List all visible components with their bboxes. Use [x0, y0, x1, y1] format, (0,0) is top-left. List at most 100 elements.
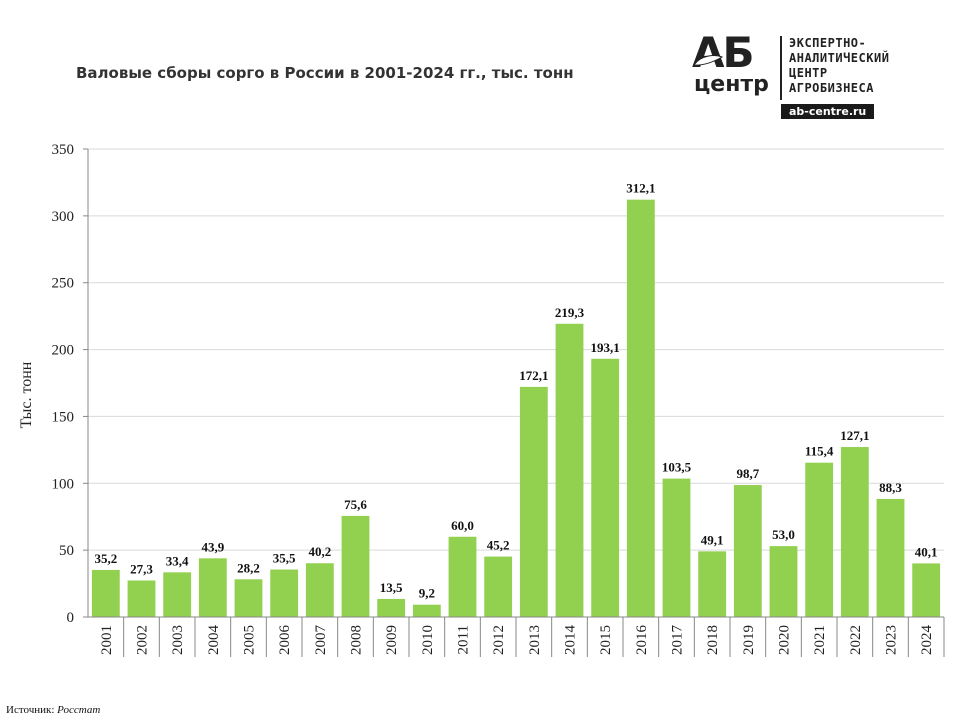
x-tick-label: 2010 — [420, 625, 436, 655]
data-label: 40,1 — [915, 544, 938, 559]
x-tick-label: 2008 — [349, 625, 365, 655]
bar — [876, 498, 905, 617]
x-tick-label: 2007 — [313, 625, 329, 656]
x-tick-label: 2018 — [705, 625, 721, 655]
bar — [91, 569, 120, 617]
x-tick-label: 2012 — [491, 625, 507, 655]
logo-mark: АБ центр — [690, 28, 778, 104]
bar — [662, 478, 691, 617]
x-tick-label: 2016 — [634, 625, 650, 656]
y-tick-label: 0 — [67, 610, 75, 626]
data-label: 98,7 — [736, 466, 759, 481]
axes — [83, 148, 945, 657]
data-label: 9,2 — [419, 586, 435, 601]
bar — [305, 563, 334, 617]
y-tick-label: 100 — [52, 476, 75, 492]
data-label: 33,4 — [166, 553, 189, 568]
bar — [769, 546, 798, 617]
bar — [484, 556, 513, 617]
y-tick-label: 350 — [52, 142, 75, 158]
x-tick-label: 2019 — [741, 625, 757, 655]
x-tick-label: 2003 — [170, 625, 186, 655]
source-label: Источник: — [6, 704, 55, 716]
bar — [198, 558, 227, 617]
data-label: 88,3 — [879, 480, 902, 495]
bar-chart: 0 50 100 150 200 250 300 350 2001 2002 2003 2004 20… — [18, 142, 945, 657]
y-tick-label: 200 — [52, 343, 75, 359]
x-tick-label: 2004 — [206, 625, 222, 656]
bar — [341, 515, 370, 617]
y-tick-label: 150 — [52, 409, 75, 425]
data-label: 13,5 — [380, 580, 403, 595]
x-tick-label: 2022 — [848, 625, 864, 655]
bar — [591, 358, 620, 617]
x-tick-label: 2017 — [670, 625, 686, 656]
x-tick-label: 2023 — [884, 625, 900, 655]
x-tick-label: 2015 — [598, 625, 614, 655]
data-label: 219,3 — [555, 305, 585, 320]
source-note: Источник: Росстат — [6, 704, 100, 716]
bar — [519, 386, 548, 617]
x-tick-label: 2009 — [384, 625, 400, 655]
bar — [840, 447, 869, 617]
data-label: 27,3 — [130, 561, 153, 576]
data-label: 43,9 — [201, 539, 224, 554]
bar — [698, 551, 727, 617]
bar — [377, 598, 406, 617]
logo-brand-top: АБ — [692, 28, 755, 77]
x-tick-label: 2024 — [919, 625, 935, 656]
bar — [234, 579, 263, 617]
bar — [733, 485, 762, 617]
ab-centre-logo: АБ центр ЭКСПЕРТНО- АНАЛИТИЧЕСКИЙ ЦЕНТР … — [690, 28, 940, 124]
data-label: 35,2 — [94, 551, 117, 566]
data-label: 127,1 — [840, 428, 869, 443]
y-tick-label: 50 — [59, 543, 74, 559]
bar — [805, 462, 834, 617]
data-label: 40,2 — [308, 544, 331, 559]
x-tick-label: 2013 — [527, 625, 543, 655]
data-label: 60,0 — [451, 518, 474, 533]
x-tick-label: 2002 — [135, 625, 151, 655]
data-label: 115,4 — [805, 444, 834, 459]
bar — [127, 580, 156, 617]
data-label: 53,0 — [772, 527, 795, 542]
source-name: Росстат — [57, 704, 101, 716]
y-axis-label: Тыс. тонн — [18, 361, 35, 428]
data-label: 35,5 — [273, 551, 296, 566]
x-tick-label: 2014 — [563, 625, 579, 656]
leaf-icon — [693, 55, 723, 66]
data-label: 28,2 — [237, 560, 260, 575]
bar — [412, 604, 441, 617]
bar — [163, 572, 192, 617]
data-label: 312,1 — [626, 181, 655, 196]
logo-line: АНАЛИТИЧЕСКИЙ — [789, 51, 890, 65]
data-label: 45,2 — [487, 538, 510, 553]
logo-brand-bottom: центр — [694, 72, 769, 97]
data-label: 103,5 — [662, 460, 692, 475]
bar — [626, 199, 655, 617]
y-tick-label: 250 — [52, 276, 75, 292]
logo-site: ab-centre.ru — [781, 104, 875, 119]
x-tick-label: 2005 — [242, 625, 258, 655]
bar — [448, 536, 477, 617]
logo-line: АГРОБИЗНЕСА — [789, 81, 874, 95]
data-label: 193,1 — [591, 340, 620, 355]
data-label: 49,1 — [701, 532, 724, 547]
bars — [91, 199, 941, 617]
data-labels: 35,2 27,3 33,4 43,9 28,2 35,5 40,2 75,6 13,5 9,2 6… — [94, 181, 937, 601]
y-tick-label: 300 — [52, 209, 75, 225]
logo-line: ЭКСПЕРТНО- — [789, 36, 867, 50]
y-tick-labels: 0 50 100 150 200 250 300 350 — [52, 142, 75, 626]
bar — [270, 569, 299, 617]
x-tick-label: 2011 — [456, 625, 472, 654]
x-tick-labels: 2001 2002 2003 2004 2005 2006 2007 2008 2009 2010… — [99, 625, 935, 656]
x-tick-label: 2001 — [99, 625, 115, 655]
logo-line: ЦЕНТР — [789, 66, 828, 80]
logo-divider — [780, 36, 782, 100]
data-label: 75,6 — [344, 497, 367, 512]
x-tick-label: 2020 — [777, 625, 793, 655]
bar — [555, 323, 584, 617]
chart-title: Валовые сборы сорго в России в 2001-2024… — [76, 64, 574, 82]
data-label: 172,1 — [519, 368, 548, 383]
x-tick-label: 2021 — [812, 625, 828, 655]
